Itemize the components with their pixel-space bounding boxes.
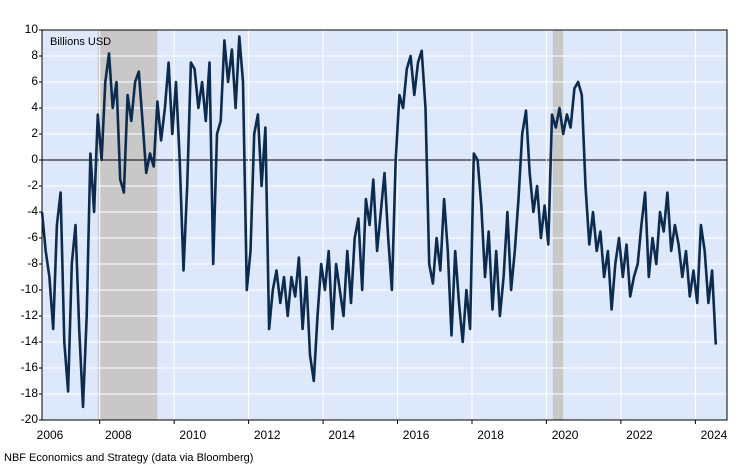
y-tick-label: -2	[27, 178, 38, 192]
x-tick-label: 2010	[179, 428, 206, 442]
y-tick-label: 4	[31, 100, 38, 114]
y-tick-label: -6	[27, 230, 38, 244]
source-note: NBF Economics and Strategy (data via Blo…	[4, 452, 253, 464]
data-line	[40, 35, 718, 409]
recession-band	[97, 30, 158, 420]
x-tick-label: 2016	[403, 428, 430, 442]
x-tick-label: 2006	[37, 428, 64, 442]
annotation: Billions USD	[50, 36, 111, 48]
x-tick-label: 2020	[552, 428, 579, 442]
y-tick-label: -10	[21, 282, 39, 296]
y-tick-label: -20	[21, 412, 39, 426]
y-tick-label: 6	[31, 74, 38, 88]
x-tick-label: 2018	[477, 428, 504, 442]
y-tick-label: -4	[27, 204, 38, 218]
y-tick-label: -18	[21, 386, 39, 400]
x-tick-label: 2014	[328, 428, 355, 442]
y-tick-label: -8	[27, 256, 38, 270]
y-tick-label: 10	[25, 22, 39, 36]
x-tick-label: 2012	[254, 428, 281, 442]
x-tick-label: 2022	[626, 428, 653, 442]
recession-band	[552, 30, 564, 420]
y-tick-label: -14	[21, 334, 39, 348]
y-tick-label: -16	[21, 360, 39, 374]
y-tick-label: 2	[31, 126, 38, 140]
x-tick-label: 2008	[105, 428, 132, 442]
y-tick-label: 8	[31, 48, 38, 62]
y-tick-label: -12	[21, 308, 39, 322]
x-tick-label: 2024	[701, 428, 728, 442]
y-tick-label: 0	[31, 152, 38, 166]
